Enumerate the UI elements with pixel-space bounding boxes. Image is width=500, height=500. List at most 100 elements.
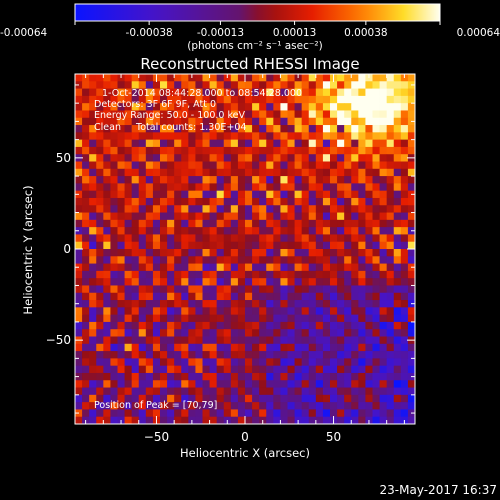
heatmap-cell: [344, 197, 352, 206]
heatmap-cell: [407, 168, 416, 177]
heatmap-cell: [344, 168, 352, 177]
colorbar-tick-label: 0.00013: [273, 27, 316, 39]
heatmap-cell: [252, 343, 260, 352]
heatmap-cell: [167, 74, 175, 82]
heatmap-cell: [145, 409, 154, 418]
heatmap-cell: [124, 351, 133, 359]
heatmap-cell: [308, 241, 317, 250]
heatmap-cell: [245, 416, 253, 425]
heatmap-cell: [110, 95, 118, 104]
heatmap-cell: [160, 351, 168, 359]
heatmap-cell: [308, 219, 317, 228]
heatmap-cell: [245, 212, 253, 221]
heatmap-cell: [245, 372, 253, 381]
heatmap-cell: [103, 409, 111, 418]
heatmap-cell: [379, 278, 388, 286]
heatmap-cell: [89, 321, 97, 330]
heatmap-cell: [124, 329, 133, 337]
heatmap-cell: [152, 336, 161, 345]
heatmap-cell: [89, 307, 97, 316]
heatmap-cell: [202, 81, 210, 89]
heatmap-cell: [301, 278, 310, 286]
heatmap-cell: [266, 278, 274, 286]
heatmap-cell: [96, 168, 104, 177]
heatmap-cell: [330, 336, 338, 345]
heatmap-cell: [365, 387, 373, 396]
heatmap-cell: [301, 314, 310, 323]
heatmap-cell: [379, 343, 388, 352]
heatmap-cell: [344, 285, 352, 294]
heatmap-cell: [372, 95, 380, 104]
heatmap-cell: [351, 358, 359, 367]
heatmap-cell: [195, 263, 203, 272]
heatmap-cell: [337, 110, 345, 119]
heatmap-cell: [358, 300, 366, 308]
heatmap-cell: [280, 110, 288, 119]
heatmap-cell: [110, 154, 118, 162]
heatmap-cell: [358, 110, 366, 119]
heatmap-cell: [160, 380, 168, 388]
heatmap-cell: [337, 285, 345, 294]
heatmap-cell: [252, 358, 260, 367]
heatmap-cell: [174, 321, 182, 330]
heatmap-cell: [372, 88, 380, 97]
heatmap-cell: [273, 103, 281, 111]
heatmap-cell: [103, 365, 111, 374]
heatmap-cell: [230, 190, 239, 199]
heatmap-cell: [273, 351, 281, 359]
heatmap-cell: [294, 270, 303, 279]
heatmap-cell: [287, 205, 295, 213]
heatmap-cell: [124, 95, 133, 104]
heatmap-cell: [386, 103, 395, 111]
heatmap-cell: [386, 380, 395, 388]
heatmap-cell: [152, 329, 161, 337]
heatmap-cell: [330, 358, 338, 367]
heatmap-cell: [322, 343, 331, 352]
heatmap-cell: [75, 74, 83, 82]
heatmap-cell: [152, 387, 161, 396]
heatmap-cell: [145, 329, 154, 337]
heatmap-cell: [138, 307, 147, 316]
heatmap-cell: [110, 168, 118, 177]
heatmap-cell: [330, 307, 338, 316]
heatmap-cell: [131, 205, 140, 213]
heatmap-cell: [188, 387, 196, 396]
heatmap-cell: [386, 292, 395, 301]
heatmap-cell: [365, 176, 373, 184]
heatmap-cell: [386, 285, 395, 294]
heatmap-cell: [273, 205, 281, 213]
heatmap-cell: [322, 176, 331, 184]
heatmap-cell: [344, 176, 352, 184]
heatmap-cell: [379, 372, 388, 381]
heatmap-cell: [287, 88, 295, 97]
heatmap-cell: [230, 270, 239, 279]
heatmap-cell: [209, 168, 218, 177]
heatmap-cell: [245, 394, 253, 403]
heatmap-cell: [365, 139, 373, 148]
heatmap-cell: [301, 270, 310, 279]
heatmap-cell: [152, 205, 161, 213]
heatmap-cell: [96, 139, 104, 148]
heatmap-cell: [372, 270, 380, 279]
heatmap-cell: [110, 358, 118, 367]
heatmap-cell: [138, 95, 147, 104]
heatmap-cell: [110, 227, 118, 235]
heatmap-cell: [322, 263, 331, 272]
heatmap-cell: [280, 176, 288, 184]
heatmap-cell: [315, 336, 324, 345]
heatmap-cell: [160, 190, 168, 199]
heatmap-cell: [407, 416, 416, 425]
heatmap-cell: [230, 219, 239, 228]
heatmap-cell: [266, 292, 274, 301]
heatmap-cell: [266, 227, 274, 235]
heatmap-cell: [145, 285, 154, 294]
heatmap-cell: [209, 256, 218, 264]
heatmap-cell: [145, 365, 154, 374]
heatmap-cell: [287, 227, 295, 235]
heatmap-cell: [351, 154, 359, 162]
heatmap-cell: [103, 117, 111, 126]
heatmap-cell: [301, 387, 310, 396]
heatmap-cell: [308, 176, 317, 184]
heatmap-cell: [160, 365, 168, 374]
heatmap-cell: [103, 146, 111, 155]
